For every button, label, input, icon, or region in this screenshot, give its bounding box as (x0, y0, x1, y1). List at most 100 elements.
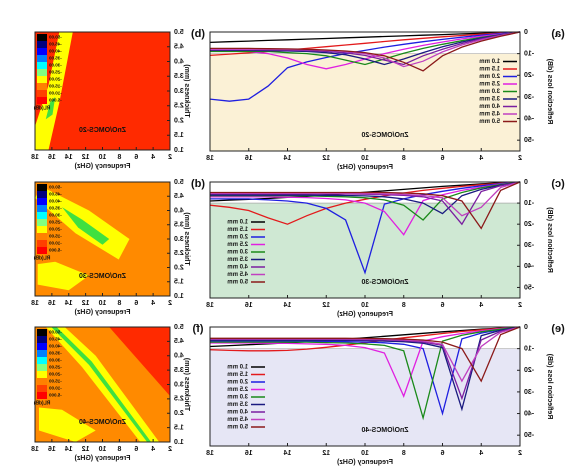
x-tick-label: 18 (206, 450, 214, 457)
x-tick-label: 2 (518, 155, 522, 162)
legend-label: 3.5 mm (227, 402, 248, 408)
x-tick-label: 12 (82, 446, 90, 453)
legend-label: 2.5 mm (227, 387, 248, 393)
panel-letter: (e) (551, 323, 565, 335)
series-line (210, 31, 521, 72)
y-tick-label: 3.5 (174, 222, 184, 229)
legend-label: 4.5 mm (227, 417, 248, 423)
colorbar-cell (37, 226, 47, 233)
x-tick-label: 4 (151, 154, 155, 161)
x-tick-label: 6 (134, 154, 138, 161)
y-tick-label: 4.0 (174, 207, 184, 214)
x-axis-title: Frequency (GHz) (337, 311, 393, 318)
y-tick-label: -20 (524, 221, 534, 228)
y-axis-title: Thickness (mm) (183, 64, 190, 117)
y-tick-label: 4.5 (174, 193, 184, 200)
legend-label: 2.5 mm (479, 82, 500, 88)
colorbar-label: -20.00 (49, 77, 62, 82)
colorbar-label: -40.00 (49, 344, 62, 349)
legend-label: 3.5 mm (227, 257, 248, 263)
y-tick-label: 3.0 (174, 236, 184, 243)
panel-letter: (c) (551, 178, 565, 190)
annotation: ZnO/OMCS-30 (361, 279, 408, 286)
x-axis-title: Frequency (GHz) (74, 309, 130, 316)
y-tick-label: 0 (524, 324, 528, 331)
x-axis-title: Frequency (GHz) (74, 455, 130, 462)
annotation: ZnO/OMCS-20 (361, 132, 408, 139)
contour-region (45, 96, 56, 120)
y-tick-label: -50 (524, 432, 534, 439)
y-tick-label: 4.5 (174, 338, 184, 345)
x-tick-label: 8 (402, 155, 406, 162)
x-tick-label: 12 (82, 154, 90, 161)
colorbar-cell (37, 191, 47, 198)
colorbar-cell (37, 350, 47, 357)
series-line (209, 181, 521, 225)
x-tick-label: 4 (479, 450, 483, 457)
colorbar-label: -40.00 (49, 49, 62, 54)
x-tick-label: 16 (48, 300, 56, 307)
colorbar-cell (37, 76, 47, 83)
legend-label: 3.0 mm (227, 250, 248, 256)
y-tick-label: 2.0 (174, 117, 184, 124)
colorbar-cell (37, 83, 47, 90)
colorbar-cell (37, 48, 47, 55)
x-tick-label: 12 (322, 302, 330, 309)
panel-letter: (f) (192, 323, 203, 335)
y-axis-title: Reflection loss (dB) (546, 354, 553, 420)
contour-region (37, 261, 89, 291)
x-tick-label: 2 (518, 302, 522, 309)
x-tick-label: 6 (440, 450, 444, 457)
colorbar-title: RL(dB) (33, 105, 50, 111)
colorbar-label: -50.00 (49, 185, 62, 190)
y-tick-label: 1.5 (174, 424, 184, 431)
colorbar-title: RL(dB) (33, 400, 50, 406)
x-tick-label: 4 (479, 155, 483, 162)
colorbar-label: -15.00 (49, 379, 62, 384)
x-tick-label: 10 (361, 302, 369, 309)
x-tick-label: 8 (117, 154, 121, 161)
legend-label: 3.0 mm (479, 89, 500, 95)
y-tick-label: 2.5 (174, 103, 184, 110)
colorbar-cell (37, 364, 47, 371)
y-tick-label: 3.0 (174, 381, 184, 388)
series-line (209, 31, 521, 102)
colorbar-cell (37, 212, 47, 219)
y-tick-label: 2.5 (174, 250, 184, 257)
y-tick-label: -20 (524, 367, 534, 374)
colorbar-label: -25.00 (49, 70, 62, 75)
y-tick-label: 1.5 (174, 132, 184, 139)
colorbar-cell (37, 62, 47, 69)
colorbar-label: -10.00 (49, 386, 62, 391)
colorbar-label: -40.00 (49, 199, 62, 204)
colorbar-label: -25.00 (49, 220, 62, 225)
y-tick-label: 5.0 (174, 29, 184, 36)
legend-label: 1.0 mm (479, 59, 500, 65)
y-axis-title: Reflection loss (dB) (546, 59, 553, 125)
x-tick-label: 10 (99, 154, 107, 161)
annotation: ZnO/OMCS-30 (79, 273, 126, 280)
colorbar-label: -5.000 (49, 248, 62, 253)
y-tick-label: 3.5 (174, 367, 184, 374)
legend-label: 1.5 mm (479, 67, 500, 73)
x-tick-label: 8 (117, 300, 121, 307)
colorbar-label: -10.00 (49, 91, 62, 96)
colorbar-label: -30.00 (49, 213, 62, 218)
x-tick-label: 16 (48, 154, 56, 161)
legend-label: 2.0 mm (227, 380, 248, 386)
x-tick-label: 14 (284, 302, 292, 309)
y-tick-label: 1.0 (174, 147, 184, 154)
y-tick-label: 2.0 (174, 264, 184, 271)
legend-label: 5.0 mm (227, 280, 248, 286)
series-line (209, 31, 521, 44)
colorbar-label: -35.00 (49, 351, 62, 356)
colorbar-cell (37, 69, 47, 76)
shade-region (210, 53, 520, 151)
colorbar-cell (37, 205, 47, 212)
colorbar-title: RL(dB) (33, 255, 50, 261)
x-tick-label: 6 (440, 155, 444, 162)
series-line (209, 326, 521, 352)
colorbar-label: -45.00 (49, 192, 62, 197)
x-tick-label: 2 (168, 154, 172, 161)
